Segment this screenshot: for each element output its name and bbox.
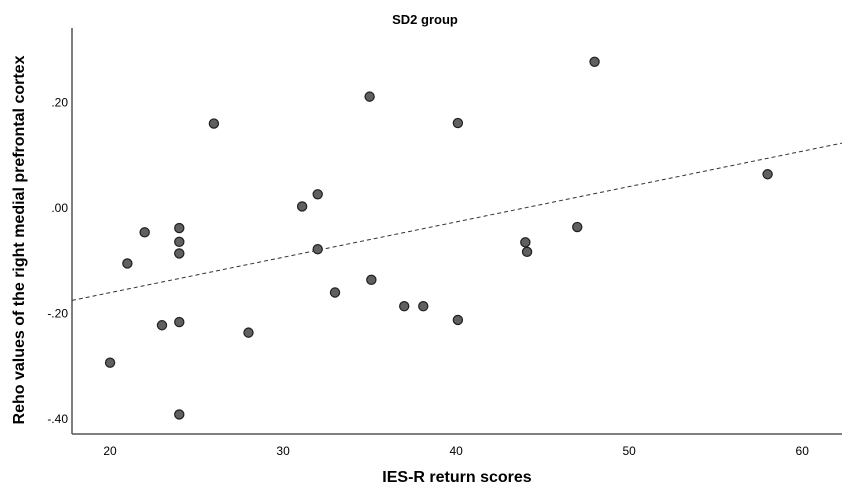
x-tick-label: 30 <box>276 444 290 458</box>
data-point <box>452 117 464 129</box>
data-point <box>399 301 410 312</box>
data-point <box>174 409 185 420</box>
data-point <box>521 246 533 258</box>
trend-line <box>71 142 843 301</box>
data-point <box>122 258 133 269</box>
y-tick-label: -.20 <box>47 307 68 321</box>
data-point <box>589 56 600 67</box>
data-point <box>312 189 323 200</box>
y-axis-label: Reho values of the right medial prefront… <box>11 55 28 424</box>
x-tick-label: 40 <box>449 444 463 458</box>
data-point <box>174 316 185 328</box>
data-point <box>156 320 168 331</box>
data-point <box>312 244 323 255</box>
x-tick-label: 60 <box>796 444 810 458</box>
x-tick-label: 20 <box>103 444 117 458</box>
data-point <box>366 274 377 286</box>
data-point <box>174 248 185 259</box>
data-point <box>418 301 429 312</box>
data-point <box>174 222 185 234</box>
data-point <box>139 227 150 238</box>
x-tick-label: 50 <box>622 444 636 458</box>
data-point <box>572 221 583 233</box>
data-point <box>208 118 220 129</box>
data-point <box>243 327 254 338</box>
data-point <box>296 201 308 212</box>
data-point <box>520 237 531 248</box>
data-point <box>452 314 464 326</box>
data-point <box>762 169 773 180</box>
data-point <box>329 287 341 298</box>
plot-area: 20 30 40 50 60 .20 .00 -.20 -.40 <box>47 28 843 458</box>
data-point <box>104 357 116 368</box>
y-tick-label: .20 <box>51 95 68 109</box>
data-point <box>364 91 375 102</box>
x-axis-label: IES-R return scores <box>382 469 531 486</box>
chart-title: SD2 group <box>392 12 458 27</box>
y-tick-label: -.40 <box>47 412 68 426</box>
data-point <box>174 236 185 248</box>
y-tick-label: .00 <box>51 201 68 215</box>
